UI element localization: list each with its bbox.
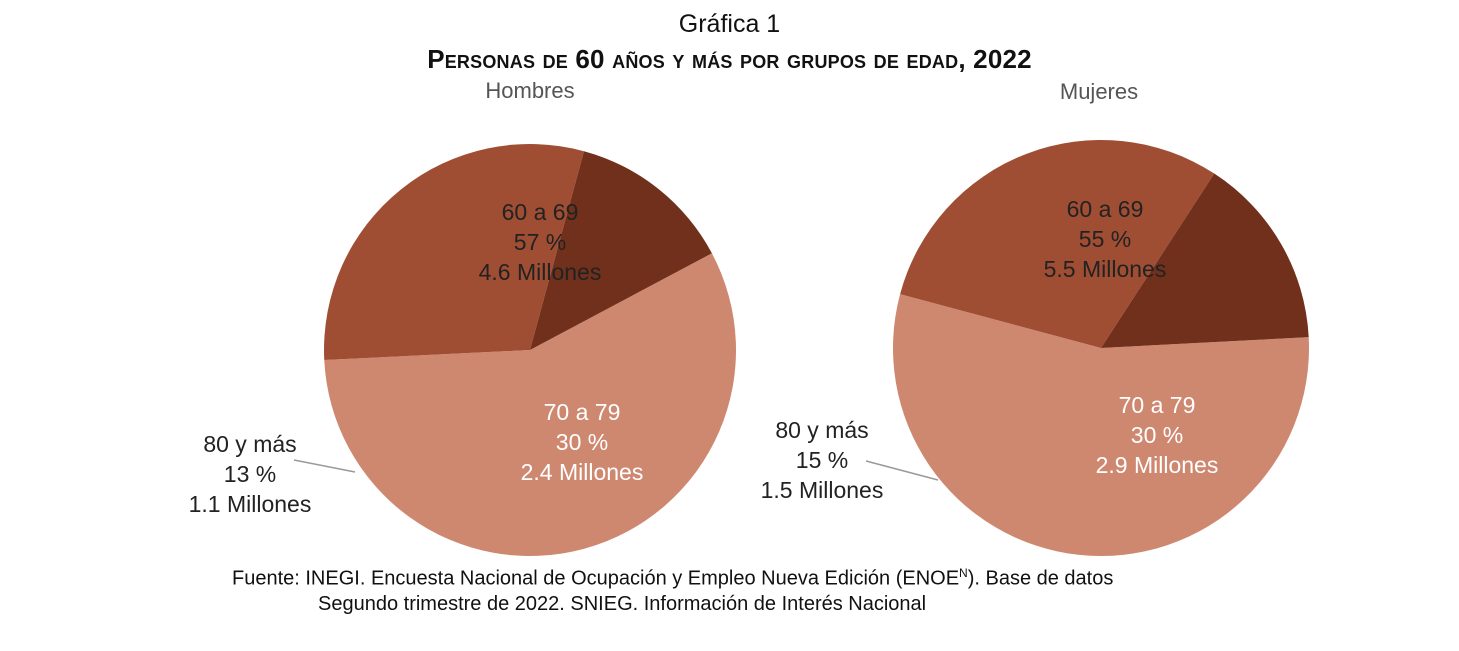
source-line-1: Fuente: INEGI. Encuesta Nacional de Ocup… — [232, 566, 1113, 591]
pie-slice-60-a-69 — [324, 253, 737, 557]
pie-mujeres: Mujeres 60 a 69 55 % 5.5 Millones 70 a 79 30 … — [761, 79, 1309, 557]
pie-title: Hombres — [485, 78, 574, 103]
leader-line — [293, 459, 356, 473]
slice-value-label: 1.5 Millones — [761, 477, 884, 503]
slice-label: 70 a 79 — [544, 399, 621, 425]
source-line-2: Segundo trimestre de 2022. SNIEG. Inform… — [318, 593, 927, 615]
slice-percent-label: 55 % — [1079, 226, 1131, 252]
slice-label: 80 y más — [203, 431, 296, 457]
slice-label: 60 a 69 — [502, 199, 579, 225]
slice-label: 60 a 69 — [1067, 196, 1144, 222]
slice-value-label: 2.9 Millones — [1096, 452, 1219, 478]
slice-value-label: 2.4 Millones — [521, 459, 644, 485]
slice-label: 80 y más — [775, 417, 868, 443]
source-text-suffix: ). Base de datos — [967, 567, 1114, 590]
pie-slice-80-y-mas — [1101, 173, 1309, 348]
slice-percent-label: 15 % — [796, 447, 848, 473]
slice-label: 70 a 79 — [1119, 392, 1196, 418]
source-superscript: N — [959, 566, 968, 580]
figure-title: Personas de 60 años y más por grupos de … — [427, 44, 1032, 74]
slice-percent-label: 30 % — [1131, 422, 1183, 448]
pie-title: Mujeres — [1060, 79, 1138, 104]
pie-slice-70-a-79 — [324, 144, 585, 361]
figure-label: Gráfica 1 — [678, 10, 781, 38]
slice-percent-label: 30 % — [556, 429, 608, 455]
pie-hombres: Hombres 60 a 69 57 % 4.6 Millones 70 a 79 30 … — [189, 78, 737, 557]
pie-slice-80-y-mas — [530, 151, 712, 350]
slice-percent-label: 13 % — [224, 461, 276, 487]
pie-slice-70-a-79 — [900, 140, 1215, 348]
slice-value-label: 5.5 Millones — [1044, 256, 1167, 282]
pie-slice-60-a-69 — [892, 294, 1309, 557]
leader-line — [865, 460, 939, 481]
slice-value-label: 4.6 Millones — [479, 259, 602, 285]
source-text-prefix: Fuente: INEGI. Encuesta Nacional de Ocup… — [232, 567, 960, 590]
slice-value-label: 1.1 Millones — [189, 491, 312, 517]
slice-percent-label: 57 % — [514, 229, 566, 255]
